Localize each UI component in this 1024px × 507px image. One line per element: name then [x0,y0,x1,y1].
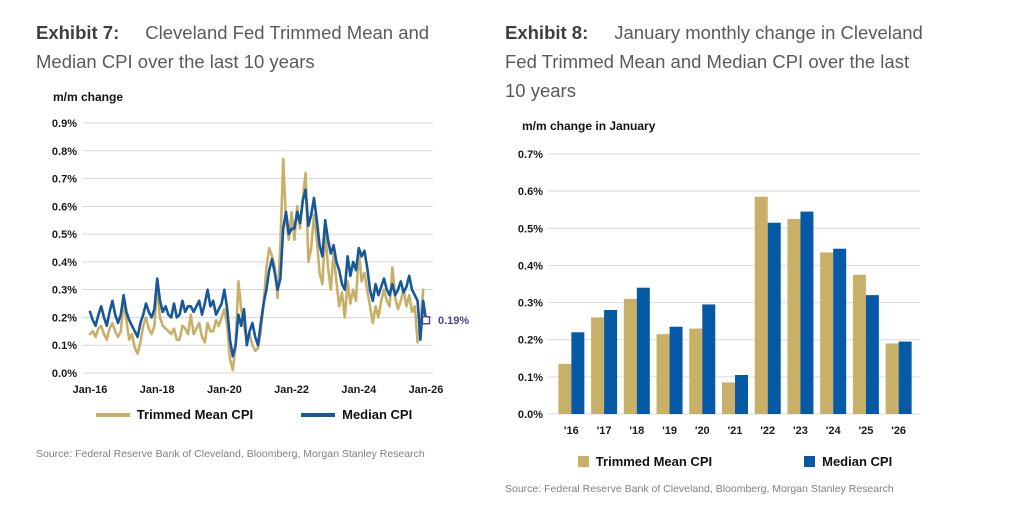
bar [656,334,670,414]
end-value-label: 0.19% [438,315,469,327]
x-tick-label: '25 [858,425,873,437]
x-tick-label: '17 [597,425,612,437]
x-tick-label: '23 [793,425,808,437]
x-tick-label: '22 [760,425,775,437]
legend-item-median: Median CPI [804,454,892,469]
line-chart: 0.0% 0.1% 0.2% 0.3% 0.4% 0.5% 0.6% 0.7% 0.8% 0.9%… [52,118,469,396]
bar [898,341,912,414]
legend-item-trimmed-mean: Trimmed Mean CPI [577,454,713,469]
y-tick-label: 0.8% [52,146,77,158]
y-tick-label: 0.1% [518,372,543,384]
x-tick-label: Jan-24 [341,384,377,396]
legend-label-median: Median CPI [342,407,413,422]
bar [754,196,768,414]
y-tick-label: 0.0% [518,409,543,421]
x-tick-label: '16 [564,425,579,437]
legend-label-trimmed-mean: Trimmed Mean CPI [595,454,713,469]
bar [820,252,834,414]
x-tick-label: Jan-16 [73,384,108,396]
bar [833,248,847,414]
bar [558,363,572,414]
exhibit-7-title: Exhibit 7: Cleveland Fed Trimmed Mean and… [36,18,434,76]
bar [767,222,781,414]
x-tick-label: '26 [891,425,906,437]
x-tick-label: '18 [629,425,644,437]
bar [636,287,650,414]
y-tick-label: 0.6% [52,201,77,213]
legend-item-trimmed-mean: Trimmed Mean CPI [95,407,254,422]
median-square-swatch [804,456,816,467]
exhibit-8-label: Exhibit 8: [505,22,589,43]
y-tick-label: 0.3% [52,285,77,297]
x-tick-label: Jan-18 [140,384,175,396]
bar [702,304,716,414]
median-cpi-line [88,188,428,358]
bar [735,375,748,414]
exhibit-8-panel: Exhibit 8: January monthly change in Clev… [505,18,965,495]
bar [571,332,585,414]
bar [865,295,879,414]
x-tick-label: Jan-22 [274,384,309,396]
bar [689,328,703,414]
exhibit-8-axis-title: m/m change in January [522,119,656,133]
line-chart-grid: 0.0% 0.1% 0.2% 0.3% 0.4% 0.5% 0.6% 0.7% 0.8% 0.9%… [52,118,444,396]
x-tick-label: Jan-20 [207,384,242,396]
bar [852,274,866,414]
legend-label-trimmed-mean: Trimmed Mean CPI [136,407,254,422]
bar [669,326,683,414]
y-tick-label: 0.2% [518,335,543,347]
x-tick-label: '24 [826,425,842,437]
y-tick-label: 0.0% [52,368,77,380]
trimmed-mean-square-swatch [577,456,589,467]
bar [623,298,637,414]
trimmed-mean-cpi-line [88,157,425,372]
median-line-swatch [301,412,336,417]
bar-chart: 0.0% 0.1% 0.2% 0.3% 0.4% 0.5% 0.6% 0.7% '16 '17 '1… [518,149,920,437]
y-tick-label: 0.5% [518,223,543,235]
median-cpi-bars [571,211,912,414]
exhibit-7-panel: Exhibit 7: Cleveland Fed Trimmed Mean and… [36,18,472,460]
exhibit-8-source: Source: Federal Reserve Bank of Clevelan… [505,483,894,495]
exhibit-7-label: Exhibit 7: [36,22,120,43]
x-tick-label: '21 [728,425,743,437]
exhibit-7-legend: Trimmed Mean CPI Median CPI [36,407,472,422]
exhibit-7-source: Source: Federal Reserve Bank of Clevelan… [36,448,425,460]
bar [885,343,899,414]
exhibit-8-title-text: January monthly change in Cleveland Fed … [505,22,923,101]
x-tick-label: '20 [695,425,710,437]
y-tick-label: 0.9% [52,118,77,130]
y-tick-label: 0.6% [518,186,543,198]
y-tick-label: 0.3% [518,298,543,310]
bar [591,317,605,414]
exhibit-7-title-text: Cleveland Fed Trimmed Mean and Median CP… [36,22,430,72]
bar [787,219,801,414]
y-tick-label: 0.2% [52,312,77,324]
bar [722,382,735,414]
exhibit-8-title: Exhibit 8: January monthly change in Clev… [505,18,929,105]
y-tick-label: 0.4% [518,260,543,272]
y-tick-label: 0.5% [52,229,77,241]
x-tick-label: '19 [662,425,677,437]
y-tick-label: 0.7% [518,149,543,161]
trimmed-mean-cpi-bars [558,196,899,414]
x-tick-label: Jan-26 [409,384,444,396]
end-value-marker [421,316,431,325]
exhibit-8-legend: Trimmed Mean CPI Median CPI [505,454,965,469]
y-tick-label: 0.7% [52,174,77,186]
trimmed-mean-line-swatch [95,412,130,417]
legend-label-median: Median CPI [822,454,893,469]
y-tick-label: 0.4% [52,257,77,269]
bar [604,310,618,414]
exhibit-7-axis-title: m/m change [53,90,124,104]
y-tick-label: 0.1% [52,340,77,352]
legend-item-median: Median CPI [301,407,412,422]
bar [800,211,814,414]
